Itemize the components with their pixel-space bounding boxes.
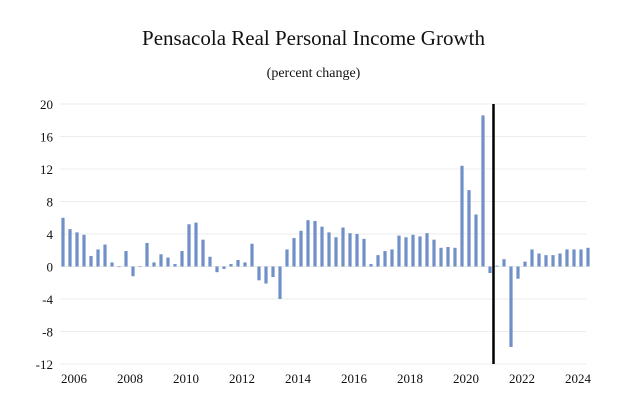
bar bbox=[362, 238, 366, 267]
bar bbox=[488, 266, 492, 273]
bar bbox=[138, 266, 142, 268]
chart-subtitle: (percent change) bbox=[266, 66, 361, 81]
bar bbox=[397, 235, 401, 267]
bar bbox=[544, 255, 548, 267]
bar bbox=[579, 249, 583, 267]
bar bbox=[68, 229, 72, 267]
bar bbox=[446, 247, 450, 267]
bar bbox=[404, 237, 408, 267]
bar bbox=[215, 266, 219, 273]
bar bbox=[348, 233, 352, 267]
bar bbox=[82, 234, 86, 267]
bar bbox=[383, 251, 387, 267]
bar bbox=[313, 221, 317, 267]
y-tick-label: -12 bbox=[36, 357, 53, 372]
bar bbox=[334, 237, 338, 267]
bar bbox=[341, 227, 345, 267]
bar bbox=[481, 115, 485, 267]
bar bbox=[572, 249, 576, 267]
bar bbox=[124, 251, 128, 267]
bar bbox=[502, 259, 506, 267]
bar bbox=[390, 249, 394, 267]
bar bbox=[110, 262, 114, 267]
bar bbox=[453, 247, 457, 267]
bar bbox=[306, 220, 310, 267]
bar bbox=[369, 264, 373, 267]
bar bbox=[355, 234, 359, 267]
bar bbox=[299, 230, 303, 267]
chart-title: Pensacola Real Personal Income Growth bbox=[142, 26, 485, 50]
bar bbox=[467, 190, 471, 267]
bar bbox=[166, 257, 170, 267]
x-tick-label: 2010 bbox=[173, 371, 199, 386]
bar bbox=[222, 266, 226, 269]
bar bbox=[173, 264, 177, 267]
x-tick-label: 2018 bbox=[397, 371, 423, 386]
x-tick-label: 2016 bbox=[341, 371, 368, 386]
bar bbox=[327, 232, 331, 267]
bar bbox=[586, 247, 590, 267]
bar bbox=[201, 239, 205, 267]
bar bbox=[145, 242, 149, 267]
bar bbox=[285, 249, 289, 267]
bar bbox=[236, 260, 240, 267]
x-tick-label: 2022 bbox=[509, 371, 535, 386]
bar bbox=[509, 266, 513, 347]
bar bbox=[278, 266, 282, 299]
bar bbox=[439, 247, 443, 267]
bar bbox=[131, 266, 135, 277]
bar bbox=[530, 249, 534, 267]
x-tick-label: 2006 bbox=[61, 371, 88, 386]
bar bbox=[264, 266, 268, 284]
bar bbox=[159, 254, 163, 267]
x-tick-label: 2024 bbox=[565, 371, 592, 386]
bar bbox=[537, 253, 541, 267]
bar bbox=[89, 255, 93, 267]
bar bbox=[425, 233, 429, 267]
x-tick-label: 2014 bbox=[285, 371, 312, 386]
y-tick-label: 8 bbox=[47, 195, 54, 210]
bar bbox=[376, 255, 380, 267]
bar bbox=[565, 249, 569, 267]
y-tick-label: 4 bbox=[47, 227, 54, 242]
bar bbox=[418, 236, 422, 267]
bar bbox=[523, 261, 527, 267]
bar bbox=[117, 266, 121, 268]
bar bbox=[194, 222, 198, 267]
y-tick-label: 0 bbox=[47, 260, 54, 275]
bar bbox=[229, 264, 233, 267]
x-tick-label: 2012 bbox=[229, 371, 255, 386]
bar bbox=[558, 253, 562, 267]
x-tick-label: 2008 bbox=[117, 371, 143, 386]
bar bbox=[432, 239, 436, 267]
y-tick-label: -8 bbox=[42, 325, 53, 340]
y-tick-label: -4 bbox=[42, 292, 53, 307]
bar bbox=[474, 214, 478, 267]
y-tick-label: 12 bbox=[40, 162, 53, 177]
bar bbox=[516, 266, 520, 279]
bar bbox=[152, 262, 156, 267]
y-tick-label: 16 bbox=[40, 130, 54, 145]
x-tick-label: 2020 bbox=[453, 371, 479, 386]
bar bbox=[61, 217, 65, 267]
bar bbox=[460, 165, 464, 267]
bar bbox=[180, 251, 184, 267]
bar bbox=[75, 232, 79, 267]
bar bbox=[320, 226, 324, 267]
bar bbox=[271, 266, 275, 278]
bar bbox=[250, 243, 254, 267]
bar bbox=[292, 238, 296, 267]
bar bbox=[551, 255, 555, 267]
bar bbox=[411, 234, 415, 267]
y-tick-label: 20 bbox=[40, 97, 53, 112]
bar bbox=[257, 266, 261, 281]
bar bbox=[103, 244, 107, 267]
bar bbox=[96, 249, 100, 267]
bar bbox=[208, 256, 212, 267]
bar bbox=[187, 224, 191, 267]
bar bbox=[243, 262, 247, 267]
bar bbox=[495, 265, 499, 267]
